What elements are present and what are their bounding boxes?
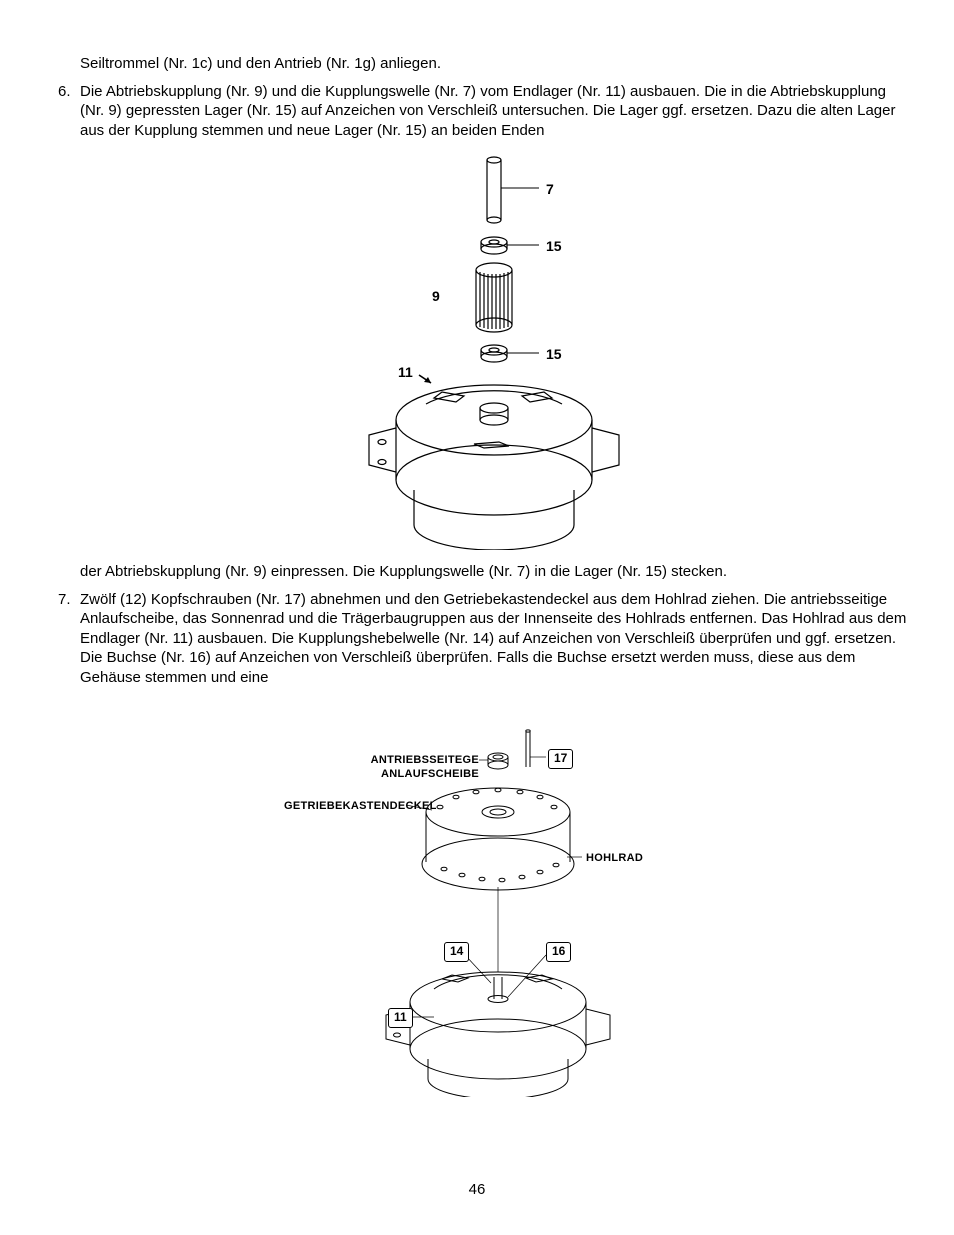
step-6: 6. Die Abtriebskupplung (Nr. 9) und die …	[80, 82, 908, 582]
figure-1: 7 15 9 15 11	[314, 150, 674, 550]
fig2-label-17: 17	[548, 749, 573, 769]
step-list: Seiltrommel (Nr. 1c) und den Antrieb (Nr…	[46, 54, 908, 1097]
fig2-label-14: 14	[444, 942, 469, 962]
fig2-label-anlauf: ANTRIEBSSEITEGE ANLAUFSCHEIBE	[284, 753, 479, 782]
page-number: 46	[0, 1180, 954, 1200]
step-6-number: 6.	[58, 82, 71, 102]
step-7-text: Zwölf (12) Kopfschrauben (Nr. 17) abnehm…	[80, 591, 906, 686]
step-7-number: 7.	[58, 590, 71, 610]
fig1-label-15a: 15	[546, 237, 562, 255]
step-5-text: Seiltrommel (Nr. 1c) und den Antrieb (Nr…	[80, 55, 441, 72]
fig2-label-11: 11	[388, 1008, 413, 1028]
page: Seiltrommel (Nr. 1c) und den Antrieb (Nr…	[0, 0, 954, 1235]
fig1-label-9: 9	[432, 287, 440, 305]
fig2-label-deckel: GETRIEBEKASTENDECKEL	[284, 799, 404, 813]
fig1-label-7: 7	[546, 180, 554, 198]
fig2-label-16: 16	[546, 942, 571, 962]
step-6-text: Die Abtriebskupplung (Nr. 9) und die Kup…	[80, 83, 895, 139]
fig2-label-hohlrad: HOHLRAD	[586, 851, 643, 865]
fig1-label-11: 11	[398, 363, 413, 381]
step-5-continuation: Seiltrommel (Nr. 1c) und den Antrieb (Nr…	[80, 54, 908, 74]
step-6-continuation: der Abtriebskupplung (Nr. 9) einpressen.…	[80, 562, 908, 582]
step-7: 7. Zwölf (12) Kopfschrauben (Nr. 17) abn…	[80, 590, 908, 1098]
figure-1-svg	[314, 150, 674, 550]
figure-2: ANTRIEBSSEITEGE ANLAUFSCHEIBE GETRIEBEKA…	[284, 717, 704, 1097]
fig1-label-15b: 15	[546, 345, 562, 363]
